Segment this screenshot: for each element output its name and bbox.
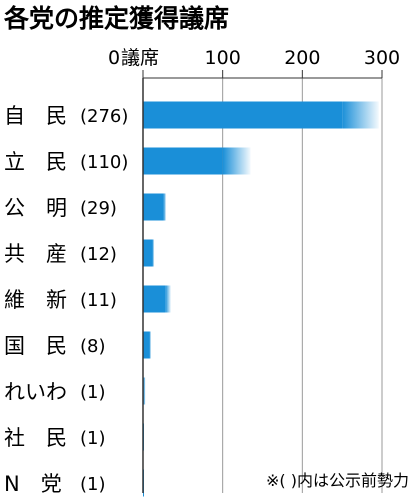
party-name: 維 新 <box>4 288 67 312</box>
previous-seats: (1) <box>80 428 106 449</box>
chart-title: 各党の推定獲得議席 <box>3 4 229 33</box>
party-labels: 自 民 (276) 立 民 (110) 公 明 (29) 共 産 (12) 維 新 (11) 国 民… <box>4 104 128 496</box>
tick-label: 300 <box>364 47 400 69</box>
bar-solid <box>143 331 150 359</box>
party-name: れいわ <box>4 380 67 404</box>
bars <box>143 101 379 497</box>
party-name: 公 明 <box>4 196 67 220</box>
bar-solid <box>143 193 164 221</box>
previous-seats: (12) <box>80 244 117 265</box>
gridlines <box>222 78 383 493</box>
bar-solid <box>143 285 166 313</box>
bar-range <box>149 331 151 359</box>
axis-unit-label: 議席 <box>121 47 159 69</box>
party-name: N 党 <box>4 472 62 496</box>
previous-seats: (29) <box>80 198 117 219</box>
party-name: 共 産 <box>4 242 67 266</box>
bar-solid <box>143 239 153 267</box>
bar-range <box>143 377 146 405</box>
previous-seats: (276) <box>80 106 128 127</box>
previous-seats: (8) <box>80 336 106 357</box>
previous-seats: (110) <box>80 152 128 173</box>
bar-solid <box>143 101 343 129</box>
bar-range <box>163 193 167 221</box>
previous-seats: (1) <box>80 474 106 495</box>
tick-label: 0 <box>108 47 120 69</box>
bar-range <box>165 285 171 313</box>
tick-label: 200 <box>284 47 320 69</box>
bar-solid <box>143 147 223 175</box>
tick-label: 100 <box>205 47 241 69</box>
bar-range <box>222 147 251 175</box>
bar-range <box>152 239 155 267</box>
party-name: 立 民 <box>4 150 67 174</box>
party-name: 社 民 <box>4 426 67 450</box>
bar-range <box>342 101 379 129</box>
party-name: 自 民 <box>4 104 67 128</box>
previous-seats: (11) <box>80 290 117 311</box>
footnote: ※( )内は公示前勢力 <box>266 471 409 490</box>
previous-seats: (1) <box>80 382 106 403</box>
x-axis-ticks: 0 議席 100 200 300 <box>108 47 400 79</box>
party-name: 国 民 <box>4 334 67 358</box>
